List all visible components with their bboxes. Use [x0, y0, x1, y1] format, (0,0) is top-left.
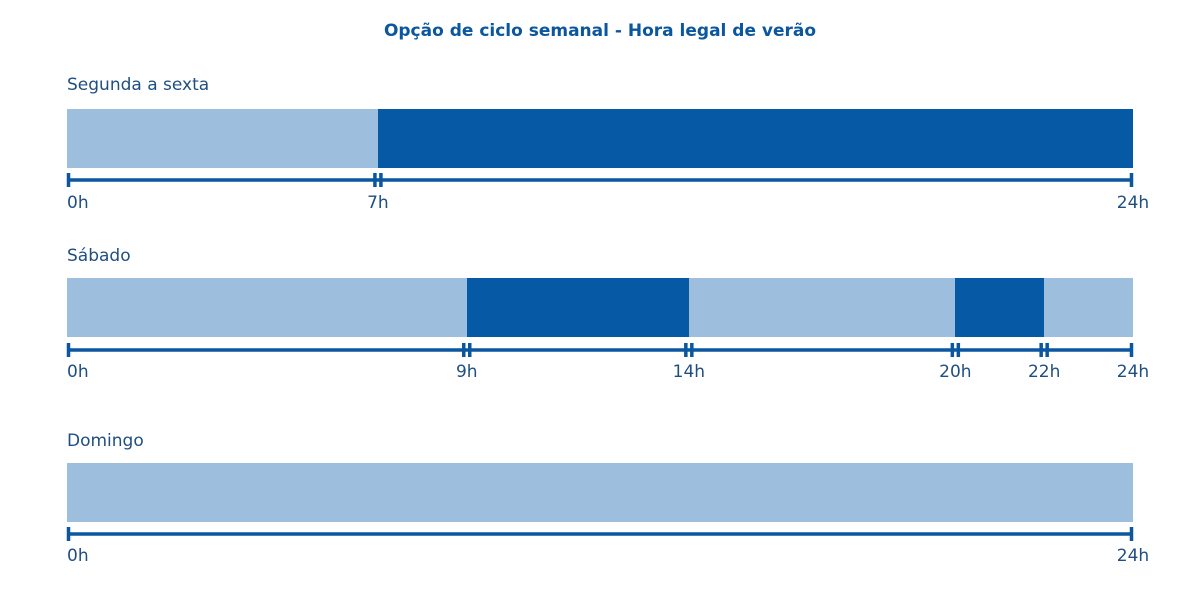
tick-label: 24h: [1116, 362, 1150, 382]
off-peak-segment: [67, 278, 467, 337]
schedule-bar: [67, 109, 1133, 168]
row-label: Segunda a sexta: [67, 75, 210, 95]
tick-label: 24h: [1116, 193, 1150, 213]
schedule-bar: [67, 278, 1133, 337]
tick-label: 7h: [367, 193, 389, 213]
time-axis: [66, 343, 1134, 357]
time-axis: [66, 527, 1134, 541]
off-peak-segment: [67, 109, 378, 168]
off-peak-segment: [67, 463, 1133, 522]
peak-segment: [377, 109, 1133, 168]
diagram-title: Opção de ciclo semanal - Hora legal de v…: [383, 21, 817, 41]
tick-label: 9h: [455, 362, 478, 382]
time-axis: [66, 173, 1134, 187]
tick-label: 0h: [67, 362, 89, 382]
schedule-bar: [67, 463, 1133, 522]
tick-label: 0h: [67, 546, 89, 566]
tick-label: 20h: [939, 362, 972, 382]
row-label: Domingo: [67, 431, 144, 451]
peak-segment: [466, 278, 689, 337]
off-peak-segment: [1044, 278, 1133, 337]
tick-label: 0h: [67, 193, 89, 213]
tick-label: 22h: [1027, 362, 1061, 382]
row-label: Sábado: [67, 246, 131, 266]
tick-label: 14h: [672, 362, 706, 382]
tick-label: 24h: [1116, 546, 1150, 566]
peak-segment: [955, 278, 1045, 337]
off-peak-segment: [688, 278, 956, 337]
